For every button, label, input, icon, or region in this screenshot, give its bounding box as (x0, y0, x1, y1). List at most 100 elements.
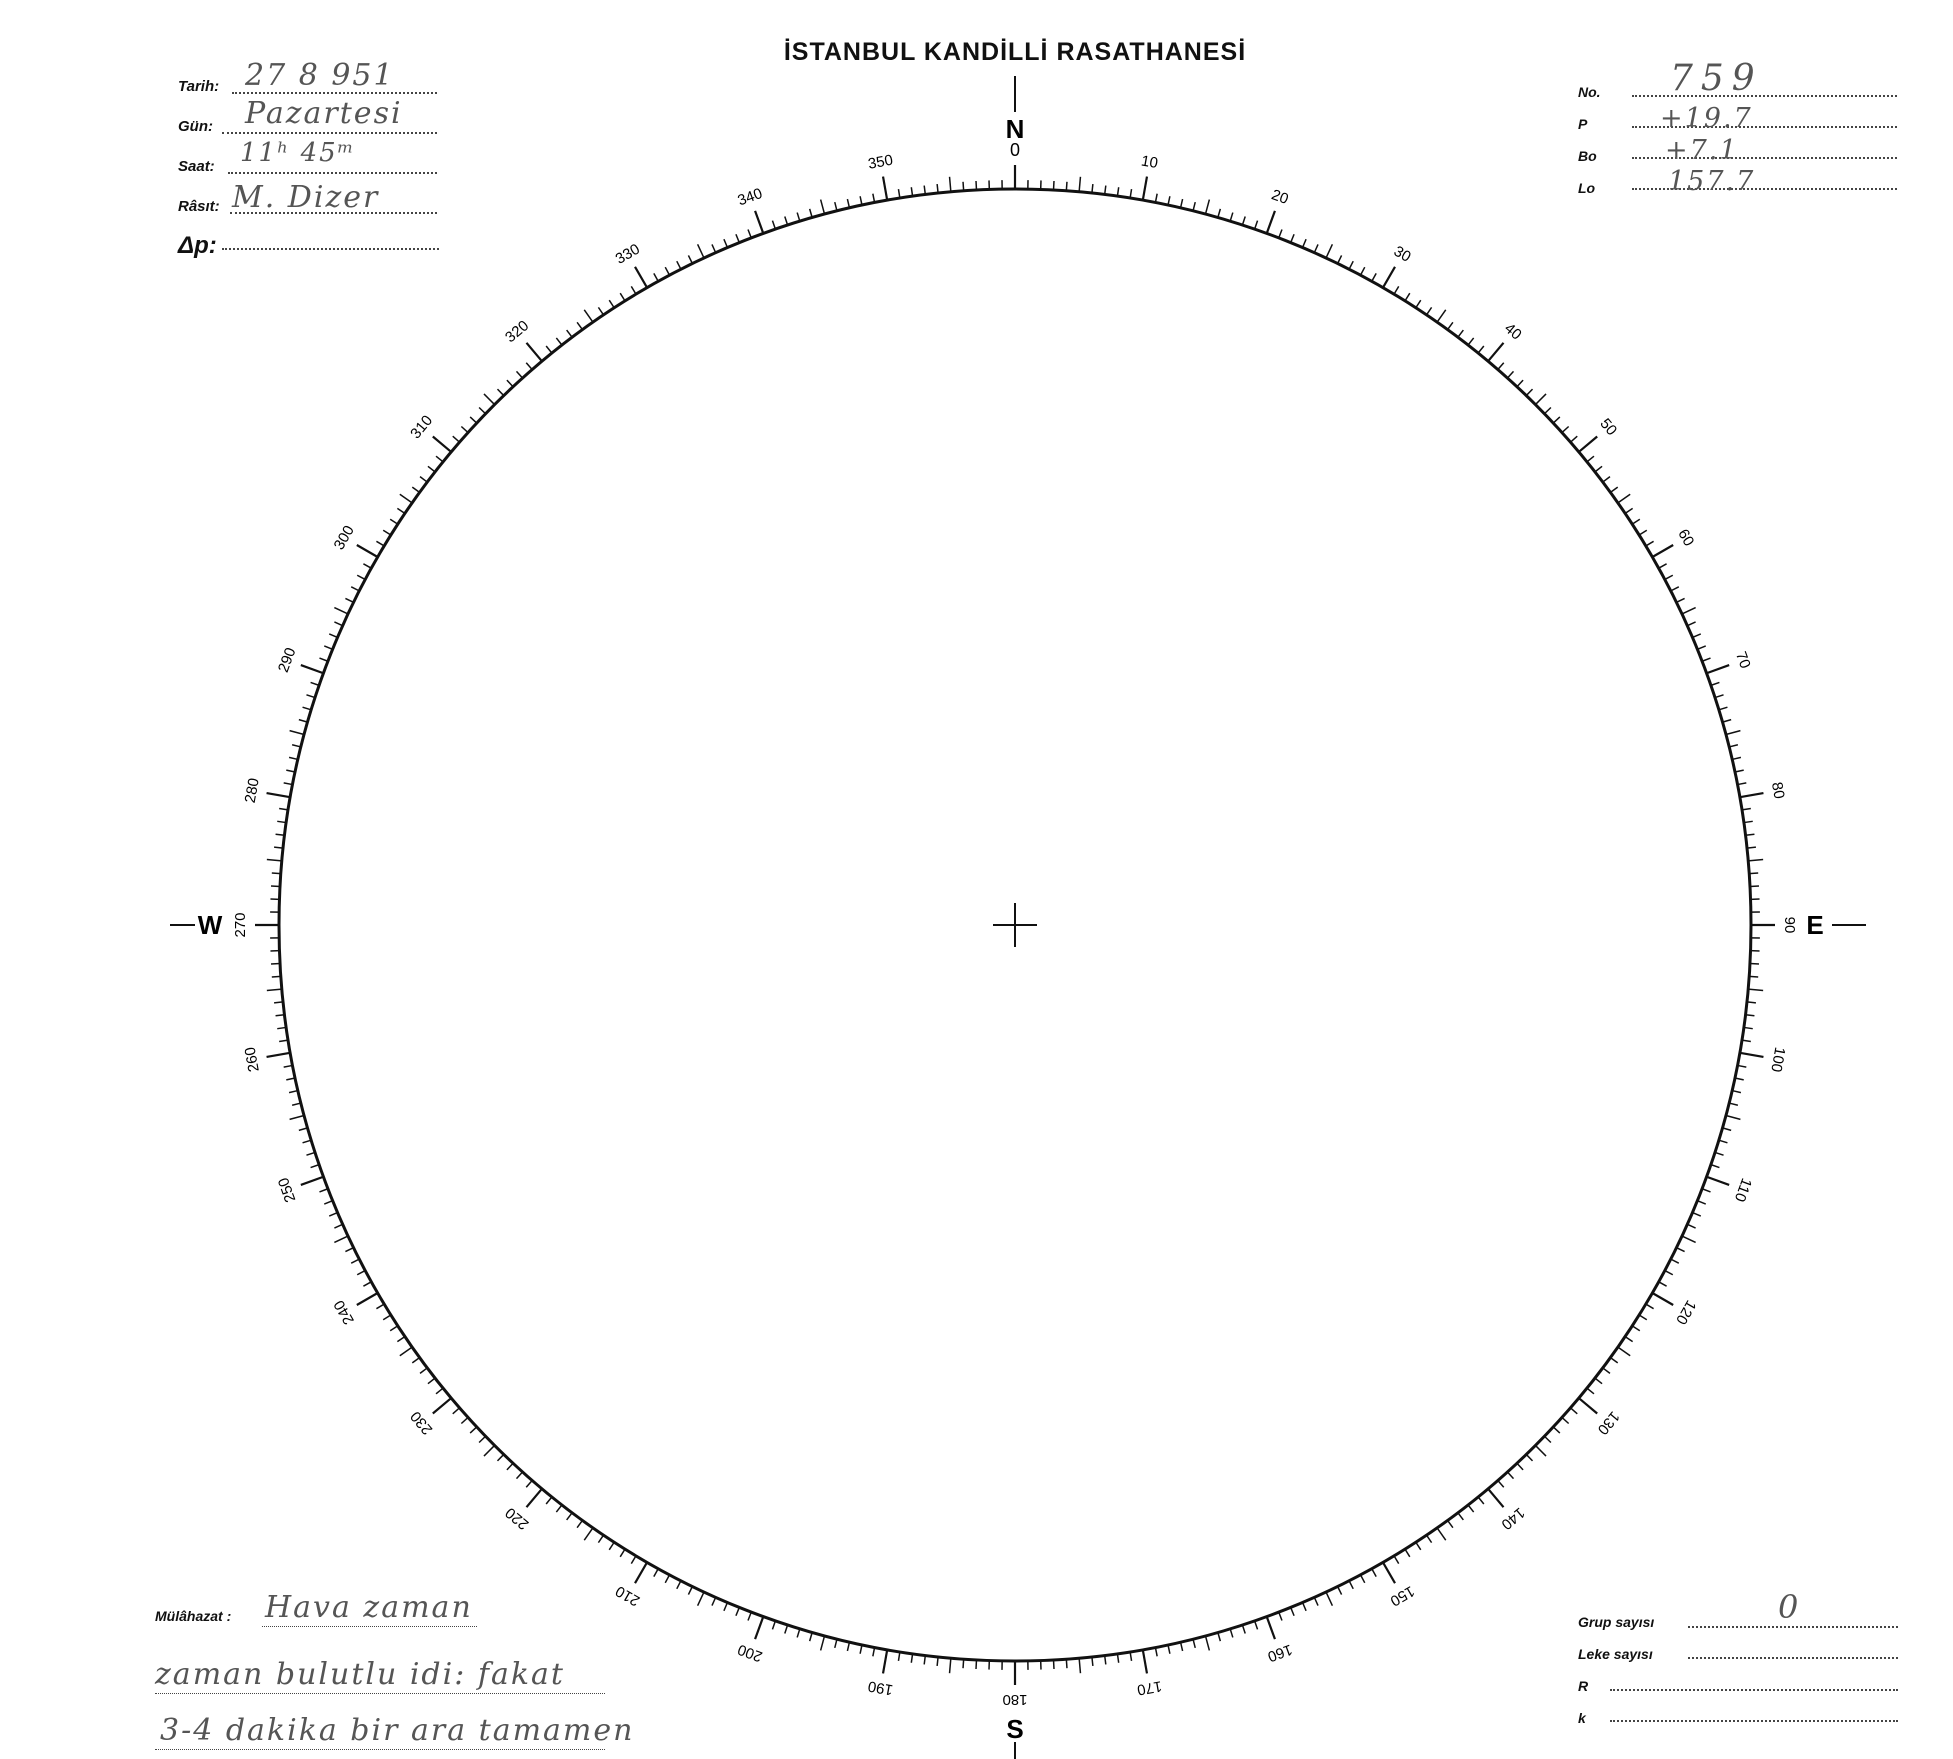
field-label-k: k (1578, 1710, 1586, 1726)
field-value-no: 759 (1670, 58, 1763, 99)
scale-tick (452, 1407, 461, 1415)
scale-tick (1278, 229, 1283, 239)
field-line-saat (228, 172, 437, 174)
scale-tick (1382, 1561, 1396, 1584)
scale-tick (469, 1426, 478, 1434)
scale-tick (1516, 379, 1524, 388)
scale-label: 140 (1498, 1504, 1528, 1533)
scale-label: 190 (867, 1677, 895, 1698)
scale-tick (1748, 988, 1764, 992)
scale-tick (1743, 1026, 1753, 1030)
scale-tick (289, 729, 305, 736)
scale-tick (1617, 1346, 1631, 1357)
scale-tick (1116, 1653, 1120, 1663)
scale-tick (275, 1013, 285, 1017)
scale-tick (1065, 1659, 1068, 1669)
scale-tick (1617, 493, 1631, 504)
field-value-bo: +7.1 (1665, 135, 1739, 166)
scale-tick (1739, 1051, 1764, 1059)
scale-tick (1371, 1568, 1377, 1577)
field-line-r (1610, 1689, 1898, 1691)
scale-tick (711, 1597, 717, 1606)
scale-tick (1393, 286, 1400, 295)
scale-tick (1091, 1656, 1094, 1666)
scale-tick (754, 1616, 765, 1640)
scale-tick (1706, 664, 1730, 675)
scale-tick (834, 201, 838, 212)
scale-tick (910, 187, 914, 197)
scale-tick (350, 1258, 360, 1264)
scale-tick (396, 1335, 406, 1343)
scale-tick (1497, 362, 1505, 371)
scale-tick (1749, 872, 1759, 875)
scale-tick (923, 185, 927, 195)
field-label-leke: Leke sayısı (1578, 1646, 1653, 1662)
scale-tick (399, 1346, 413, 1357)
scale-tick (334, 606, 349, 615)
scale-tick (1594, 1377, 1603, 1385)
scale-tick (323, 1200, 333, 1205)
scale-tick (1731, 1089, 1742, 1094)
page-title: İSTANBUL KANDİLLİ RASATHANESİ (783, 38, 1247, 66)
scale-tick (1078, 176, 1082, 192)
scale-label: 170 (1136, 1677, 1164, 1698)
scale-tick (696, 1591, 705, 1606)
scale-tick (1253, 1620, 1259, 1630)
scale-tick (1534, 393, 1547, 406)
scale-label: 230 (407, 1408, 436, 1438)
field-label-rasit: Râsıt: (178, 198, 220, 215)
scale-tick (1701, 1188, 1711, 1193)
scale-tick (653, 1568, 659, 1577)
scale-tick (1467, 1504, 1475, 1513)
scale-tick (310, 681, 320, 687)
scale-tick (1506, 1471, 1515, 1480)
scale-tick (962, 181, 965, 191)
scale-tick (1718, 706, 1728, 711)
scale-tick (1241, 1624, 1246, 1634)
scale-tick (1425, 306, 1433, 316)
scale-tick (936, 184, 939, 194)
scale-tick (1706, 1175, 1730, 1186)
scale-tick (1129, 1651, 1133, 1661)
scale-tick (1692, 1211, 1702, 1217)
scale-tick (483, 1444, 496, 1457)
scale-tick (1404, 292, 1411, 302)
scale-tick (1714, 1151, 1724, 1156)
scale-tick (1543, 1435, 1552, 1444)
scale-tick (1217, 208, 1222, 218)
scale-tick (771, 220, 777, 230)
scale-tick (515, 1471, 524, 1480)
scale-tick (1179, 198, 1184, 209)
scale-label: 160 (1265, 1641, 1294, 1666)
scale-tick (1728, 1102, 1739, 1106)
scale-tick (723, 1602, 729, 1612)
scale-label: 310 (407, 412, 436, 442)
scale-tick (1737, 1064, 1747, 1068)
scale-tick (747, 1611, 752, 1621)
scale-tick (897, 1651, 901, 1661)
scale-label: 210 (613, 1582, 643, 1609)
scale-tick (310, 1163, 320, 1169)
scale-tick (1741, 807, 1751, 811)
scale-tick (834, 1638, 838, 1649)
scale-tick (435, 1387, 444, 1395)
scale-tick (555, 337, 563, 346)
scale-tick (711, 244, 717, 253)
scale-tick (283, 1064, 293, 1068)
scale-tick (1631, 518, 1641, 525)
scale-tick (291, 1102, 302, 1106)
scale-tick (1710, 681, 1720, 687)
scale-tick (1078, 1658, 1082, 1674)
field-label-bo: Bo (1578, 148, 1597, 164)
remarks-label: Mülâhazat : (155, 1608, 232, 1624)
scale-tick (1602, 1367, 1611, 1374)
scale-label: 320 (502, 317, 532, 346)
field-line-no (1632, 95, 1897, 97)
field-line-lo (1632, 188, 1897, 190)
field-line-bo (1632, 157, 1897, 159)
scale-tick (1578, 435, 1598, 453)
scale-tick (881, 1649, 889, 1674)
scale-tick (1651, 544, 1674, 558)
scale-tick (545, 1496, 553, 1505)
scale-label: 180 (1002, 1691, 1027, 1708)
